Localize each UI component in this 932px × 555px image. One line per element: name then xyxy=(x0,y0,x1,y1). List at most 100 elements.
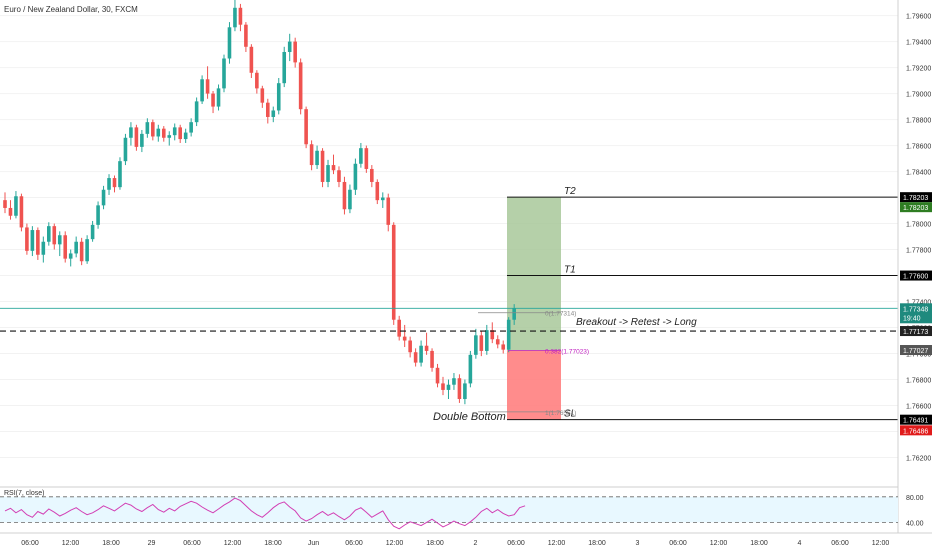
rsi-line xyxy=(4,497,526,530)
candle-body xyxy=(145,122,150,134)
axis-price-tag xyxy=(900,202,932,213)
candle-body xyxy=(101,189,106,206)
candle-body xyxy=(25,227,29,251)
price-tick-label: 1.79000 xyxy=(906,92,931,99)
level-price-tag-text: 1.76491 xyxy=(903,418,928,425)
time-tick-label: 18:00 xyxy=(102,540,120,547)
candle-body xyxy=(457,378,462,400)
time-tick-label: Jun xyxy=(308,540,319,547)
price-tick-label: 1.78400 xyxy=(906,170,931,177)
level-price-tag xyxy=(900,192,932,203)
candle-body xyxy=(112,178,117,188)
price-tick-label: 1.76200 xyxy=(906,456,931,463)
axis-price-tag xyxy=(900,425,932,436)
candle-body xyxy=(287,41,292,52)
candle-body xyxy=(490,330,495,340)
time-tick-label: 4 xyxy=(798,540,802,547)
candle-body xyxy=(266,102,270,117)
candle-body xyxy=(468,354,473,384)
candle-body xyxy=(304,109,308,145)
candle-body xyxy=(397,319,401,337)
price-tick-label: 1.77400 xyxy=(906,300,931,307)
entry-price-tag-text: 1.77173 xyxy=(903,329,928,336)
candle-body xyxy=(30,230,35,251)
candle-body xyxy=(255,72,259,89)
current-price-tag xyxy=(900,303,932,324)
candle-body xyxy=(386,197,391,225)
rsi-indicator-label: RSI(7, close) xyxy=(4,490,44,497)
time-tick-label: 06:00 xyxy=(183,540,201,547)
axis-price-tag-text: 1.78203 xyxy=(903,205,928,212)
time-tick-label: 18:00 xyxy=(426,540,444,547)
candle-body xyxy=(14,196,18,216)
axis-price-tag-text: 1.76486 xyxy=(903,428,928,435)
candle-body xyxy=(211,93,215,107)
candle-body xyxy=(123,137,128,162)
time-tick-label: 12:00 xyxy=(224,540,242,547)
price-tick-label: 1.76600 xyxy=(906,404,931,411)
candle-body xyxy=(419,345,423,363)
axis-price-tag-text: 1.77027 xyxy=(903,348,928,355)
candle-body xyxy=(326,165,330,182)
candle-body xyxy=(359,148,363,164)
candle-body xyxy=(167,135,172,138)
target-zone xyxy=(507,197,561,351)
candle-body xyxy=(380,197,385,201)
candle-body xyxy=(96,205,100,225)
candle-body xyxy=(227,27,232,59)
double-bottom-annotation: Double Bottom xyxy=(433,411,506,423)
candle-body xyxy=(315,150,319,166)
candle-body xyxy=(309,144,314,166)
candle-body xyxy=(479,335,484,351)
candle-body xyxy=(57,235,62,245)
candle-body xyxy=(430,350,434,368)
candle-body xyxy=(205,79,210,94)
candle-body xyxy=(36,230,40,255)
candle-body xyxy=(107,178,111,190)
candle-body xyxy=(47,226,51,242)
time-tick-label: 18:00 xyxy=(750,540,768,547)
candle-body xyxy=(391,224,396,320)
candle-body xyxy=(408,340,412,353)
candle-body xyxy=(282,51,287,84)
candle-body xyxy=(506,319,511,350)
candle-body xyxy=(118,161,122,188)
level-price-tag xyxy=(900,414,932,425)
candle-body xyxy=(244,24,248,47)
candle-body xyxy=(353,163,358,190)
candle-body xyxy=(249,46,254,73)
fib-label: 1(1.76551) xyxy=(545,410,576,417)
candle-body xyxy=(298,62,303,110)
price-tick-label: 1.77800 xyxy=(906,248,931,255)
candle-body xyxy=(74,241,78,254)
candle-body xyxy=(189,122,193,133)
candle-body xyxy=(375,181,380,201)
candle-body xyxy=(495,339,500,345)
candle-body xyxy=(194,101,199,123)
time-tick-label: 12:00 xyxy=(710,540,728,547)
candle-body xyxy=(216,88,221,107)
candle-body xyxy=(446,384,451,390)
candle-body xyxy=(233,7,237,28)
candle-body xyxy=(41,241,46,255)
level-label-t1: T1 xyxy=(564,265,576,276)
candle-body xyxy=(85,239,89,262)
level-price-tag-text: 1.77600 xyxy=(903,274,928,281)
time-tick-label: 06:00 xyxy=(669,540,687,547)
time-tick-label: 12:00 xyxy=(62,540,80,547)
current-price-tag-text: 1.77348 xyxy=(903,306,928,313)
bar-countdown: 19:40 xyxy=(903,315,921,322)
candle-body xyxy=(172,127,177,136)
fib-label: 0.382(1.77023) xyxy=(545,349,589,356)
candle-body xyxy=(134,127,139,147)
candle-body xyxy=(441,383,445,390)
candle-body xyxy=(413,352,418,363)
axis-price-tag xyxy=(900,345,932,356)
fib-label: 0(1.77314) xyxy=(545,311,576,318)
rsi-band xyxy=(0,496,898,523)
candle-body xyxy=(79,241,84,262)
candle-body xyxy=(63,235,68,259)
rsi-lower-label: 40.00 xyxy=(906,520,924,527)
